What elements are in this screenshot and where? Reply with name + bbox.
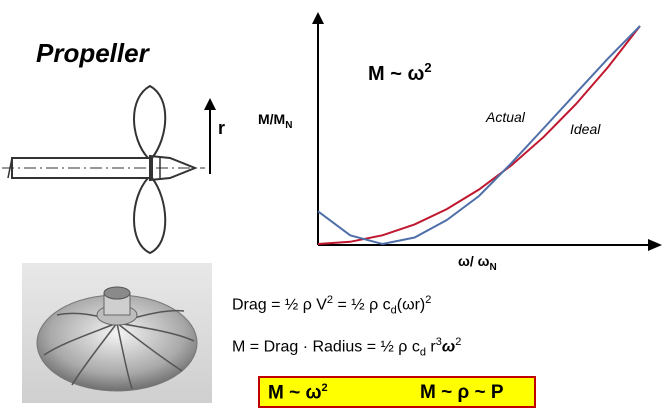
hub <box>149 154 198 182</box>
moment-equation: M = Drag · Radius = ½ ρ cd r3ω2 <box>232 336 462 359</box>
summary-box: M ~ ω2 M ~ ρ ~ P <box>258 376 536 408</box>
actual-label: Actual <box>485 109 526 125</box>
ideal-curve <box>317 25 641 245</box>
actual-curve <box>317 25 641 246</box>
page-title: Propeller <box>36 38 149 68</box>
formula-label: M ~ ω2 <box>368 60 432 85</box>
r-label: r <box>218 118 226 138</box>
lower-blade <box>133 177 167 255</box>
summary-right: M ~ ρ ~ P <box>420 382 504 403</box>
torque-chart: M ~ ω2 M/MN ω/ ωN Actual Ideal <box>258 12 662 270</box>
summary-left: M ~ ω2 <box>268 382 328 404</box>
y-axis-label: M/MN <box>258 111 292 131</box>
drag-equation: Drag = ½ ρ V2 = ½ ρ cd(ωr)2 <box>232 294 432 317</box>
propeller-sketch <box>2 84 205 255</box>
upper-blade <box>133 84 167 159</box>
impeller-image <box>22 263 212 403</box>
r-arrow <box>204 98 216 174</box>
ideal-label: Ideal <box>570 121 601 137</box>
x-axis-label: ω/ ωN <box>458 253 497 270</box>
